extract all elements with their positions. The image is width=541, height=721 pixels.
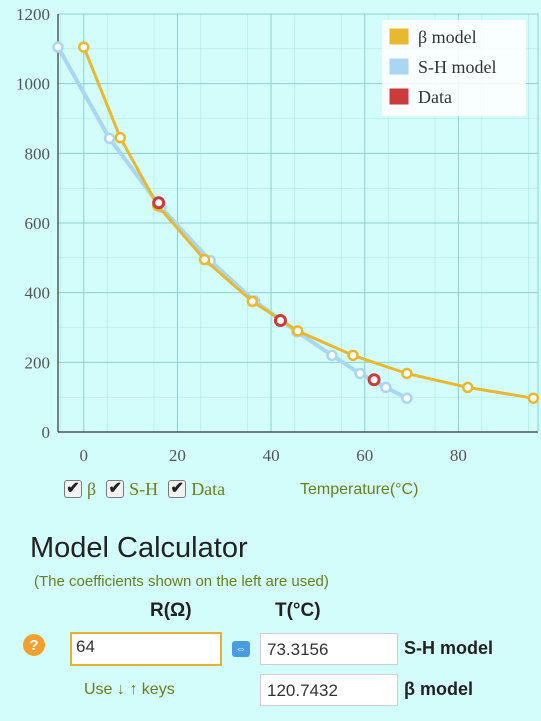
checkbox-data-label: Data — [191, 478, 226, 499]
beta-point — [401, 367, 413, 380]
sh-point — [52, 41, 64, 53]
resistance-header: R(Ω) — [150, 600, 192, 621]
sh-point — [103, 132, 116, 145]
sh-point — [380, 381, 392, 394]
data-point — [273, 314, 287, 328]
thermistor-chart: 0 200 400 600 800 1000 1200 0 20 40 60 80 β model S-… — [16, 5, 540, 465]
legend-label: S-H model — [418, 57, 497, 77]
y-tick-label: 800 — [25, 144, 51, 163]
checkbox-sh-label: S-H — [129, 478, 159, 499]
checkbox-sh[interactable]: ✔ S-H — [106, 479, 158, 500]
sh-model-label: S-H model — [404, 638, 494, 658]
beta-point — [246, 295, 259, 308]
checkbox-beta-label: β — [87, 478, 97, 499]
resistance-input[interactable]: 64 — [70, 632, 222, 666]
legend-label: β model — [418, 27, 477, 47]
checkbox-beta-box[interactable]: ✔ — [64, 480, 82, 498]
legend-swatch — [388, 57, 410, 76]
legend-swatch — [388, 87, 410, 106]
legend-swatch — [388, 27, 410, 46]
beta-point — [527, 392, 540, 404]
beta-point — [292, 325, 304, 337]
help-icon[interactable]: ? — [23, 634, 45, 656]
beta-point — [114, 131, 127, 144]
series-toggles: ✔ β ✔ S-H ✔ Data — [64, 476, 235, 502]
beta-point — [347, 349, 359, 362]
beta-temperature-output: 120.7432 — [260, 674, 398, 706]
x-tick-label: 40 — [263, 446, 280, 465]
checkbox-sh-box[interactable]: ✔ — [106, 480, 125, 498]
data-point — [367, 373, 381, 387]
beta-point — [198, 253, 211, 266]
y-tick-label: 0 — [42, 423, 51, 442]
beta-model-label: β model — [404, 679, 473, 699]
x-tick-label: 80 — [450, 446, 467, 465]
data-point — [152, 196, 166, 210]
checkbox-data[interactable]: ✔ Data — [168, 479, 225, 500]
calculator-subtitle: (The coefficients shown on the left are … — [34, 573, 329, 590]
sh-point — [326, 349, 338, 362]
swap-icon[interactable]: ⇔ — [232, 641, 250, 657]
temperature-header: T(°C) — [275, 600, 321, 621]
legend-label: Data — [418, 87, 452, 107]
x-tick-label: 0 — [80, 446, 89, 465]
sh-point — [401, 392, 413, 404]
sh-temperature-output: 73.3156 — [260, 633, 398, 665]
x-tick-label: 60 — [356, 446, 373, 465]
keys-hint: Use ↓ ↑ keys — [84, 681, 175, 698]
x-axis-label: Temperature(°C) — [300, 481, 419, 498]
checkbox-beta[interactable]: ✔ β — [64, 479, 96, 500]
series-line-beta — [82, 46, 534, 400]
beta-point — [462, 381, 474, 394]
y-tick-label: 200 — [25, 353, 51, 372]
y-tick-label: 400 — [25, 284, 51, 303]
calculator-title: Model Calculator — [30, 532, 248, 564]
x-tick-label: 20 — [169, 446, 186, 465]
y-tick-label: 1200 — [16, 5, 50, 24]
beta-point — [78, 41, 90, 53]
sh-point — [354, 367, 366, 380]
checkbox-data-box[interactable]: ✔ — [168, 480, 187, 498]
y-tick-label: 1000 — [16, 75, 50, 94]
y-tick-label: 600 — [25, 214, 51, 233]
